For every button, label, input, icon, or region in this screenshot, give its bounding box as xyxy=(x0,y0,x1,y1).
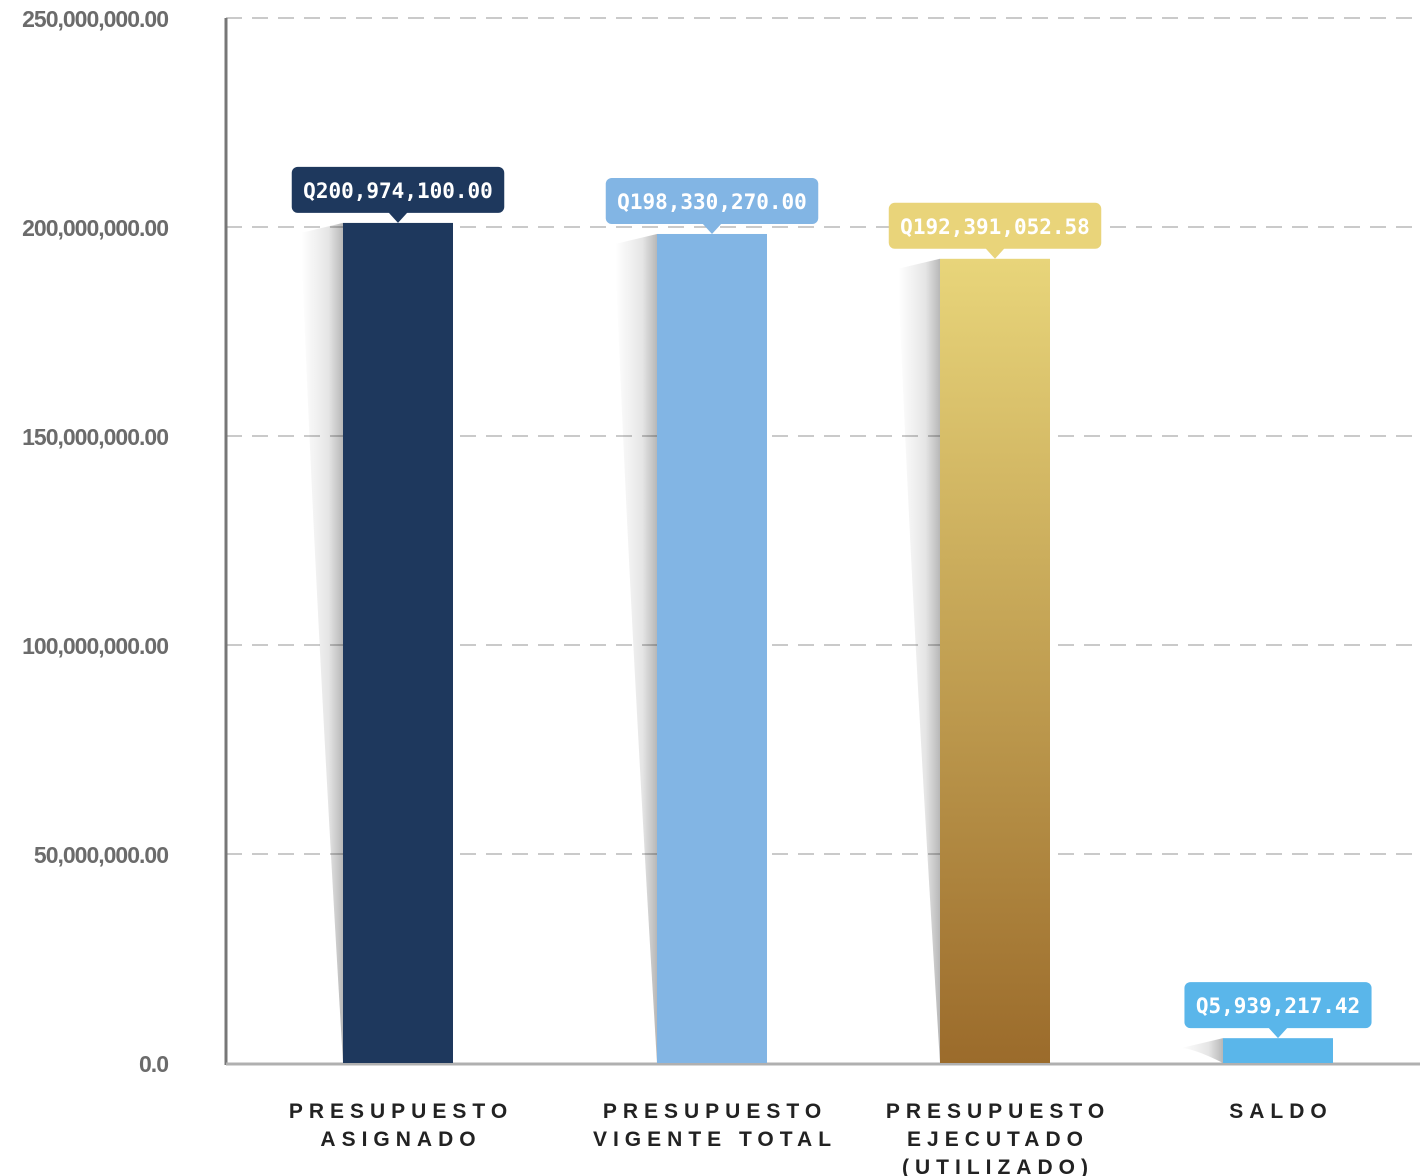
y-tick-label: 50,000,000.00 xyxy=(34,842,168,868)
y-tick-label: 200,000,000.00 xyxy=(22,215,168,241)
category-labels: PRESUPUESTO ASIGNADO PRESUPUESTO VIGENTE TO… xyxy=(289,1100,1333,1176)
bar-shadow xyxy=(615,233,657,1063)
data-label: Q192,391,052.58 xyxy=(900,215,1090,239)
bar-shadow xyxy=(898,258,940,1063)
bar-shadows xyxy=(301,222,1223,1063)
data-label: Q5,939,217.42 xyxy=(1196,994,1360,1018)
bubble-pointer xyxy=(702,222,722,234)
y-tick-label: 250,000,000.00 xyxy=(22,6,168,32)
bar xyxy=(343,222,453,1063)
y-tick-label: 150,000,000.00 xyxy=(22,424,168,450)
x-category-label: PRESUPUESTO xyxy=(886,1100,1110,1123)
bubble-box xyxy=(605,177,819,224)
data-label-bubble: Q200,974,100.00 xyxy=(291,166,505,223)
x-category-label: SALDO xyxy=(1229,1100,1333,1123)
data-label-bubble: Q5,939,217.42 xyxy=(1184,982,1372,1039)
grid-layer xyxy=(226,17,1420,855)
y-axis-ticks: 0.0 50,000,000.00 100,000,000.00 150,000,00… xyxy=(22,6,169,1077)
x-category-label: PRESUPUESTO xyxy=(603,1100,827,1123)
bars xyxy=(343,222,1333,1063)
data-label: Q200,974,100.00 xyxy=(303,179,493,203)
y-tick-label: 100,000,000.00 xyxy=(22,633,168,659)
bubble-pointer xyxy=(388,211,408,223)
bar-shadow xyxy=(1181,1038,1223,1063)
data-label-bubble: Q198,330,270.00 xyxy=(605,177,819,234)
bar xyxy=(940,258,1050,1063)
x-category-label: (UTILIZADO) xyxy=(902,1156,1094,1176)
x-category-label: PRESUPUESTO xyxy=(289,1100,513,1123)
bubble-box xyxy=(888,202,1102,249)
data-label-bubbles: Q200,974,100.00 Q198,330,270.00 Q192,391,0… xyxy=(291,166,1372,1039)
bubble-pointer xyxy=(985,247,1005,259)
bar xyxy=(657,233,767,1063)
x-category-label: ASIGNADO xyxy=(320,1128,481,1151)
x-category-label: EJECUTADO xyxy=(907,1128,1089,1151)
y-tick-label: 0.0 xyxy=(139,1051,168,1077)
x-category-label: VIGENTE TOTAL xyxy=(593,1128,837,1151)
data-label-bubble: Q192,391,052.58 xyxy=(888,202,1102,259)
bubble-box xyxy=(1184,982,1372,1029)
bar-shadow xyxy=(301,222,343,1063)
bubble-pointer xyxy=(1268,1027,1288,1039)
bubble-box xyxy=(291,166,505,213)
data-label: Q198,330,270.00 xyxy=(617,190,807,214)
bar xyxy=(1223,1038,1333,1063)
